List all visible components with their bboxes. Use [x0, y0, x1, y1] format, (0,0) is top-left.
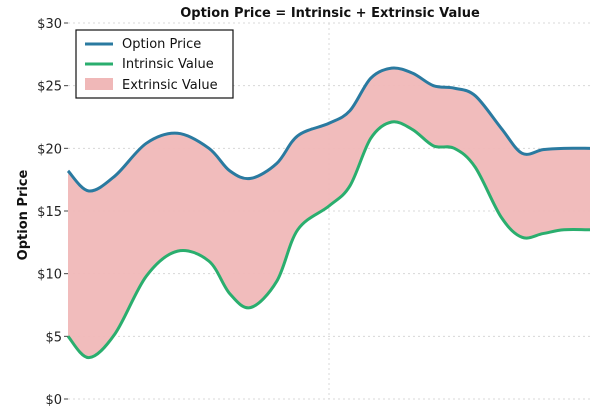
y-tick-label: $15 [37, 205, 62, 220]
y-tick-label: $5 [45, 330, 62, 345]
y-tick-label: $25 [37, 80, 62, 95]
y-axis-ticks: $0 $5 $10 $15 $20 $25 $30 [37, 17, 68, 408]
legend-swatch-extrinsic-value [85, 78, 113, 90]
legend-label-option-price: Option Price [122, 37, 201, 52]
chart-title: Option Price = Intrinsic + Extrinsic Val… [180, 6, 480, 21]
y-tick-label: $20 [37, 142, 62, 157]
extrinsic-value-area [68, 67, 590, 358]
legend-label-intrinsic-value: Intrinsic Value [122, 57, 214, 72]
option-price-line [66, 66, 591, 193]
y-axis-label: Option Price [16, 169, 31, 260]
legend: Option Price Intrinsic Value Extrinsic V… [75, 29, 234, 99]
y-tick-label: $10 [37, 268, 62, 283]
y-tick-label: $30 [37, 17, 62, 32]
y-tick-label: $0 [45, 393, 62, 408]
legend-label-extrinsic-value: Extrinsic Value [122, 78, 218, 93]
intrinsic-value-line [66, 120, 591, 360]
